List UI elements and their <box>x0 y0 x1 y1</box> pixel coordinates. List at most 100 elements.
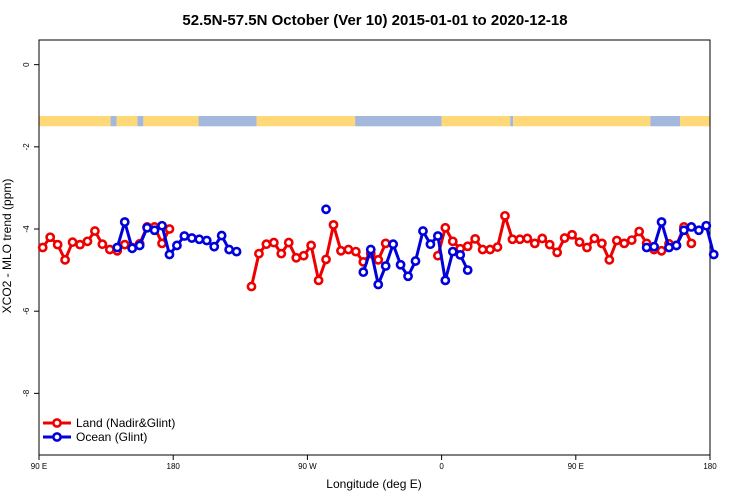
data-point <box>679 225 689 236</box>
data-point <box>209 241 220 252</box>
data-point <box>291 252 302 263</box>
y-tick-label: 0 <box>22 62 31 67</box>
data-point <box>447 246 458 257</box>
band-segment-ocean <box>198 116 257 127</box>
series-ocean <box>112 204 719 290</box>
chart-title: 52.5N-57.5N October (Ver 10) 2015-01-01 … <box>182 12 567 29</box>
data-point <box>179 231 190 241</box>
x-tick-label: 90 W <box>298 462 317 471</box>
series-land <box>37 210 697 292</box>
data-point <box>358 267 369 278</box>
data-point <box>656 217 667 227</box>
data-point <box>418 226 428 236</box>
x-tick-label: 180 <box>703 462 717 471</box>
x-tick-label: 0 <box>439 462 444 471</box>
data-point <box>172 240 182 251</box>
data-point <box>552 247 563 258</box>
landmask-band <box>39 116 710 127</box>
x-tick-label: 90 E <box>31 462 47 471</box>
data-point <box>321 254 331 265</box>
data-point <box>462 241 473 252</box>
data-point <box>656 245 667 256</box>
data-point <box>388 239 399 250</box>
data-point <box>619 238 630 249</box>
data-point <box>67 237 78 248</box>
data-point <box>134 240 145 251</box>
data-point <box>529 238 540 249</box>
data-point <box>455 249 466 260</box>
data-point <box>425 239 436 250</box>
data-point <box>507 234 518 245</box>
data-point <box>634 226 645 237</box>
data-point <box>112 242 123 253</box>
legend: Land (Nadir&Glint)Ocean (Glint) <box>43 416 175 444</box>
data-point <box>75 239 85 250</box>
data-point <box>462 265 473 275</box>
data-point <box>127 243 138 254</box>
data-point <box>119 239 130 250</box>
data-point <box>626 235 637 245</box>
band-segment-land <box>116 116 138 127</box>
data-point <box>201 235 212 246</box>
data-point <box>574 237 585 248</box>
data-point <box>477 244 488 255</box>
band-segment-land <box>513 116 651 127</box>
band-segment-ocean <box>510 116 514 127</box>
legend-marker <box>52 418 62 428</box>
data-point <box>60 254 70 265</box>
band-segment-land <box>143 116 199 127</box>
data-point <box>157 220 167 231</box>
data-point <box>261 239 272 250</box>
data-point <box>336 245 346 256</box>
data-point <box>350 246 361 257</box>
x-tick-label: 90 E <box>568 462 584 471</box>
band-segment-ocean <box>137 116 144 127</box>
data-point <box>380 261 391 271</box>
data-point <box>649 241 659 252</box>
data-point <box>268 237 279 248</box>
data-point <box>440 275 451 286</box>
data-point <box>246 281 257 292</box>
data-point <box>373 254 384 265</box>
data-point <box>582 242 592 253</box>
data-point <box>686 222 697 232</box>
data-point <box>500 210 510 221</box>
data-point <box>485 244 495 255</box>
data-point <box>604 254 615 265</box>
y-axis: 0 -2 -4 -6 -8 <box>22 62 39 397</box>
legend-marker <box>52 432 62 442</box>
data-point <box>283 237 294 248</box>
data-point <box>313 275 324 286</box>
data-point <box>611 235 622 246</box>
data-point <box>641 242 652 253</box>
legend-label: Ocean (Glint) <box>76 430 147 444</box>
data-point <box>432 231 443 241</box>
x-axis-label: Longitude (deg E) <box>326 477 421 491</box>
data-point <box>589 233 600 244</box>
data-point <box>701 220 712 231</box>
data-point <box>522 233 533 244</box>
y-axis-label: XCO2 - MLO trend (ppm) <box>0 179 14 314</box>
data-point <box>470 233 481 244</box>
data-point <box>37 242 48 253</box>
series-layer <box>37 204 719 292</box>
band-segment-ocean <box>355 116 442 127</box>
data-point <box>514 234 525 245</box>
x-axis: 90 E 180 90 W 0 90 E 180 <box>31 455 717 471</box>
data-point <box>52 239 63 250</box>
band-segment-ocean <box>650 116 681 127</box>
y-tick-label: -4 <box>22 225 31 233</box>
band-segment-ocean <box>110 116 117 127</box>
data-point <box>276 248 287 259</box>
data-point <box>708 249 719 260</box>
data-point <box>395 259 406 270</box>
data-point <box>693 225 704 236</box>
data-point <box>328 219 339 230</box>
data-point <box>686 238 697 249</box>
data-point <box>298 250 309 261</box>
y-tick-label: -6 <box>22 307 31 315</box>
data-point <box>254 248 264 259</box>
band-segment-land <box>441 116 511 127</box>
data-point <box>365 244 376 255</box>
